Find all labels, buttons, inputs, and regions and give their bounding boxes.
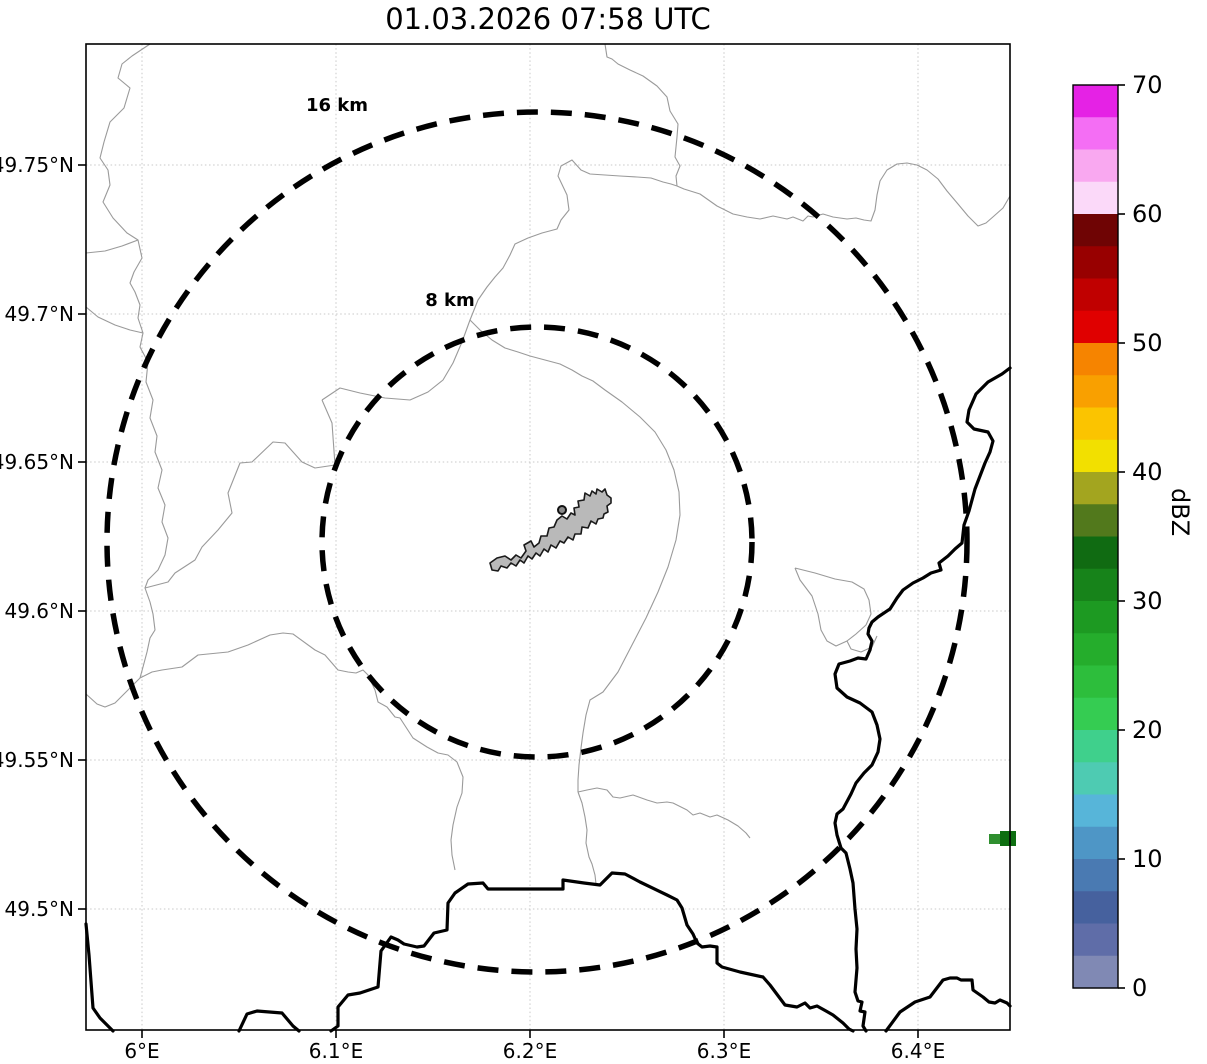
boundary-line (846, 635, 878, 653)
map-frame (85, 43, 1011, 1031)
colorbar-tick-label: 30 (1132, 587, 1163, 615)
grid-layer (86, 44, 1010, 1030)
colorbar-tick-label: 60 (1132, 200, 1163, 228)
colorbar-segment (1073, 85, 1118, 118)
boundary-line (604, 43, 681, 187)
colorbar-tick-label: 40 (1132, 458, 1163, 486)
x-tick-label: 6.1°E (309, 1039, 363, 1063)
colorbar-segment (1073, 762, 1118, 796)
colorbar-tick-label: 70 (1132, 71, 1163, 99)
x-tick-label: 6.3°E (697, 1039, 751, 1063)
colorbar-tick-label: 0 (1132, 974, 1147, 1002)
colorbar-tick-label: 50 (1132, 329, 1163, 357)
colorbar-segment (1073, 246, 1118, 280)
colorbar-segment (1073, 923, 1118, 957)
border-line (84, 922, 115, 1033)
boundary-line (469, 319, 681, 792)
colorbar-segment (1073, 697, 1118, 731)
y-tick-label: 49.5°N (5, 897, 75, 921)
boundary-line (139, 632, 464, 871)
figure-title: 01.03.2026 07:58 UTC (385, 2, 711, 36)
axes-layer: 6°E 6.1°E 6.2°E 6.3°E 6.4°E 49.75°N 49.7°N 49.6… (0, 153, 945, 1063)
colorbar-segment (1073, 794, 1118, 828)
colorbar-segment (1073, 343, 1118, 376)
colorbar-segment (1073, 536, 1118, 570)
colorbar-tick-label: 10 (1132, 845, 1163, 873)
colorbar-frame (1072, 84, 1119, 989)
boundary-line (144, 399, 336, 589)
colorbar-segment (1073, 665, 1118, 699)
colorbar-segment (1073, 891, 1118, 925)
range-ring-label: 8 km (425, 290, 475, 311)
colorbar-segment (1073, 826, 1118, 860)
colorbar-segment (1073, 439, 1118, 473)
range-ring-label: 16 km (306, 95, 368, 116)
colorbar-segment (1073, 859, 1118, 892)
colorbar-segment (1073, 472, 1118, 505)
boundary-line (321, 159, 678, 401)
range-ring (319, 324, 755, 760)
radar-echo-cell (1000, 831, 1016, 846)
border-line (833, 366, 1012, 1033)
range-rings-layer: 8 km 16 km (104, 95, 970, 975)
colorbar-segment (1073, 568, 1118, 602)
x-tick-label: 6.2°E (503, 1039, 557, 1063)
border-line (329, 871, 855, 1033)
colorbar-segment (1073, 633, 1118, 667)
colorbar-segment (1073, 214, 1118, 247)
radar-echo-cell (989, 834, 1000, 844)
colorbar-segment (1073, 375, 1118, 409)
colorbar-segment (1073, 601, 1118, 634)
thin-boundaries-layer (85, 43, 1011, 885)
x-tick-label: 6.4°E (891, 1039, 945, 1063)
boundary-line (794, 567, 872, 647)
airport-outline (489, 488, 612, 572)
colorbar-segment (1073, 278, 1118, 312)
colorbar-segment (1073, 407, 1118, 441)
colorbar-segment (1073, 730, 1118, 763)
colorbar-tick-label: 20 (1132, 716, 1163, 744)
colorbar-segment (1073, 181, 1118, 215)
colorbar-segment (1073, 504, 1118, 538)
x-tick-label: 6°E (124, 1039, 159, 1063)
boundary-line (99, 43, 169, 679)
radar-site-marker (557, 505, 567, 515)
boundary-line (85, 306, 144, 334)
frame-layer (85, 43, 1011, 1031)
border-line (237, 1009, 301, 1033)
colorbar-segment (1073, 310, 1118, 344)
y-tick-label: 49.65°N (0, 450, 74, 474)
boundary-line (85, 239, 139, 254)
boundary-line (577, 791, 597, 885)
thick-borders-layer (84, 366, 1012, 1033)
colorbar-segment (1073, 955, 1118, 989)
colorbar-layer: 70 60 50 40 30 20 10 0 (1072, 71, 1163, 1002)
boundary-line (577, 787, 751, 839)
airport-layer (489, 488, 612, 572)
colorbar-axis-label: dBZ (1166, 488, 1194, 537)
y-tick-label: 49.6°N (5, 599, 75, 623)
y-tick-label: 49.55°N (0, 748, 74, 772)
colorbar-segment (1073, 149, 1118, 183)
border-line (884, 976, 1012, 1033)
y-tick-label: 49.75°N (0, 153, 74, 177)
colorbar-segment (1073, 117, 1118, 151)
radar-echo-layer (989, 831, 1016, 846)
range-ring (104, 109, 970, 975)
boundary-line (676, 162, 1011, 227)
y-tick-label: 49.7°N (5, 302, 75, 326)
